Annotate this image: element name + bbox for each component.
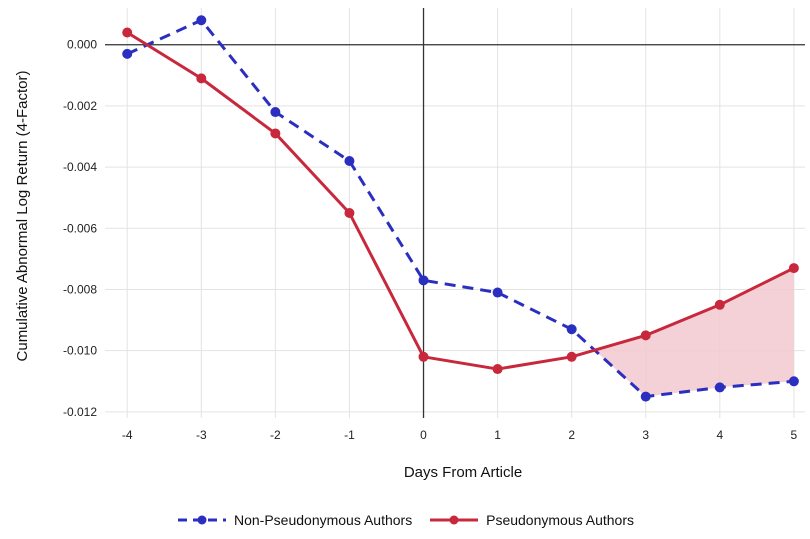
x-tick-label: -3 bbox=[196, 428, 207, 442]
data-point bbox=[196, 73, 207, 84]
y-tick-label: -0.010 bbox=[63, 344, 97, 358]
legend-swatch-dashed-blue bbox=[178, 515, 226, 525]
x-tick-label: 2 bbox=[568, 428, 575, 442]
data-point bbox=[270, 128, 281, 139]
x-tick-label: -2 bbox=[270, 428, 281, 442]
series-lines bbox=[122, 15, 799, 402]
x-tick-label: -4 bbox=[122, 428, 133, 442]
series-non-pseudonymous bbox=[122, 15, 799, 402]
legend-item-pseudonymous: Pseudonymous Authors bbox=[428, 512, 634, 528]
x-tick-label: 0 bbox=[420, 428, 427, 442]
tick-labels: -4 -3 -2 -1 0 1 2 3 4 5 0.000 -0.002 -0.004 -0.006 -0.… bbox=[63, 38, 798, 442]
x-tick-label: 5 bbox=[791, 428, 798, 442]
data-point bbox=[714, 382, 725, 393]
x-tick-label: 3 bbox=[642, 428, 649, 442]
y-tick-label: -0.008 bbox=[63, 282, 97, 296]
shaded-area bbox=[594, 268, 794, 397]
data-point bbox=[270, 107, 281, 118]
data-point bbox=[566, 324, 577, 335]
legend-swatch-solid-red bbox=[430, 515, 479, 525]
x-tick-label: 1 bbox=[494, 428, 501, 442]
data-point bbox=[714, 299, 725, 310]
y-tick-label: -0.006 bbox=[63, 221, 97, 235]
data-point bbox=[492, 364, 503, 375]
y-tick-label: -0.002 bbox=[63, 99, 97, 113]
data-point bbox=[418, 351, 429, 362]
data-point bbox=[566, 351, 577, 362]
x-tick-label: -1 bbox=[344, 428, 355, 442]
data-point bbox=[418, 275, 429, 286]
shaded-region bbox=[594, 268, 794, 397]
y-axis-title: Cumulative Abnormal Log Return (4-Factor… bbox=[14, 71, 31, 362]
data-point bbox=[344, 208, 355, 218]
legend-item-non-pseudonymous: Non-Pseudonymous Authors bbox=[176, 512, 412, 528]
data-point bbox=[492, 287, 503, 298]
line-chart: -4 -3 -2 -1 0 1 2 3 4 5 0.000 -0.002 -0.004 -0.006 -0.… bbox=[14, 8, 805, 481]
data-point bbox=[122, 48, 133, 59]
data-point bbox=[788, 376, 799, 387]
data-point bbox=[122, 27, 133, 38]
series-pseudonymous bbox=[122, 27, 799, 375]
legend: Non-Pseudonymous Authors Pseudonymous Au… bbox=[0, 512, 810, 530]
data-point bbox=[640, 330, 651, 341]
y-tick-label: -0.012 bbox=[63, 405, 97, 419]
y-tick-label: -0.004 bbox=[63, 160, 97, 174]
data-point bbox=[196, 15, 207, 26]
data-point bbox=[640, 391, 651, 402]
data-point bbox=[788, 263, 799, 274]
y-tick-label: 0.000 bbox=[67, 38, 97, 52]
legend-label-non-pseudonymous: Non-Pseudonymous Authors bbox=[234, 512, 413, 528]
legend-label-pseudonymous: Pseudonymous Authors bbox=[486, 512, 634, 528]
series-line bbox=[126, 18, 795, 399]
x-axis-title: Days From Article bbox=[404, 464, 522, 481]
data-point bbox=[344, 155, 355, 166]
series-line bbox=[126, 31, 795, 371]
x-tick-label: 4 bbox=[716, 428, 723, 442]
